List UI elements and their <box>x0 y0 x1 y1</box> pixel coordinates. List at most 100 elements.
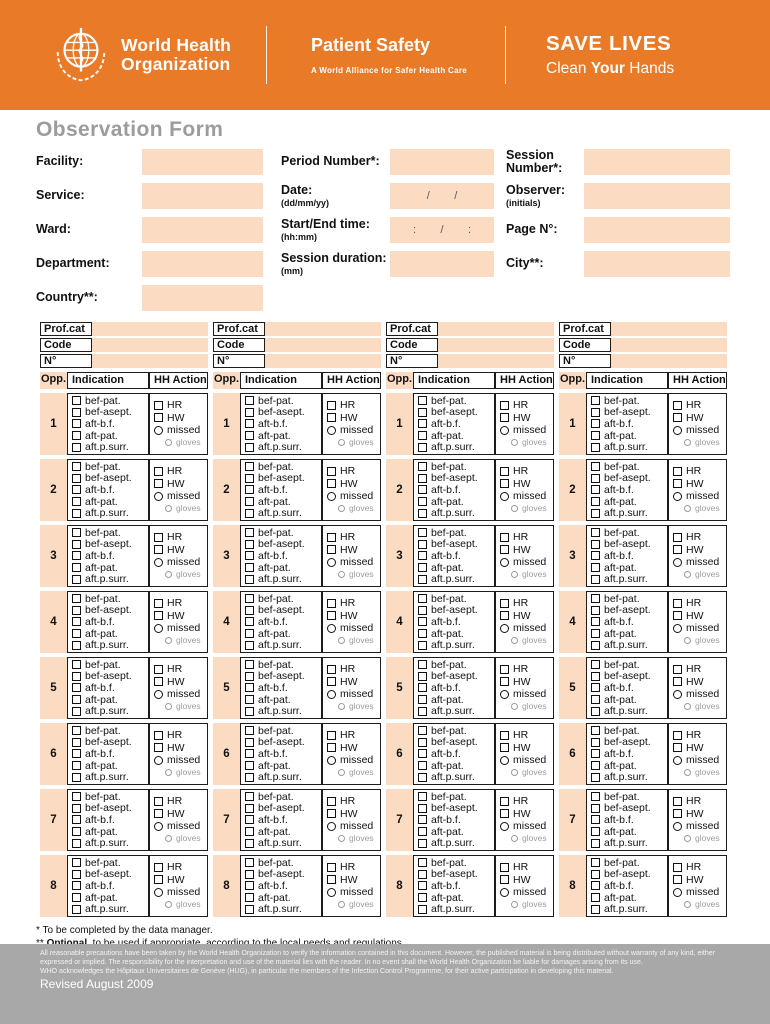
prof-cat-input[interactable] <box>265 322 381 336</box>
checkbox-aft-bf[interactable] <box>591 551 600 561</box>
checkbox-bef-asept[interactable] <box>245 737 254 747</box>
checkbox-hw[interactable] <box>154 875 163 885</box>
radio-missed[interactable] <box>500 887 509 897</box>
radio-gloves[interactable] <box>165 438 172 446</box>
checkbox-bef-asept[interactable] <box>72 605 81 615</box>
checkbox-aft-bf[interactable] <box>245 617 254 627</box>
checkbox-bef-pat[interactable] <box>245 462 254 472</box>
checkbox-hr[interactable] <box>673 796 682 806</box>
checkbox-aft-p-surr[interactable] <box>245 772 254 782</box>
checkbox-bef-pat[interactable] <box>72 462 81 472</box>
checkbox-aft-pat[interactable] <box>591 893 600 903</box>
radio-gloves[interactable] <box>338 834 345 842</box>
radio-missed[interactable] <box>673 887 682 897</box>
radio-missed[interactable] <box>327 425 336 435</box>
checkbox-aft-bf[interactable] <box>245 419 254 429</box>
checkbox-aft-pat[interactable] <box>418 563 427 573</box>
checkbox-bef-asept[interactable] <box>72 473 81 483</box>
checkbox-hw[interactable] <box>673 743 682 753</box>
radio-gloves[interactable] <box>684 438 691 446</box>
checkbox-hr[interactable] <box>500 598 509 608</box>
checkbox-aft-bf[interactable] <box>72 551 81 561</box>
radio-gloves[interactable] <box>165 834 172 842</box>
checkbox-hr[interactable] <box>327 862 336 872</box>
radio-missed[interactable] <box>673 755 682 765</box>
checkbox-hw[interactable] <box>500 677 509 687</box>
checkbox-aft-bf[interactable] <box>245 485 254 495</box>
radio-gloves[interactable] <box>338 570 345 578</box>
checkbox-hw[interactable] <box>154 479 163 489</box>
checkbox-aft-p-surr[interactable] <box>591 904 600 914</box>
checkbox-aft-pat[interactable] <box>72 629 81 639</box>
radio-gloves[interactable] <box>165 636 172 644</box>
checkbox-aft-bf[interactable] <box>591 485 600 495</box>
checkbox-bef-asept[interactable] <box>591 803 600 813</box>
checkbox-bef-pat[interactable] <box>418 594 427 604</box>
radio-missed[interactable] <box>154 491 163 501</box>
radio-missed[interactable] <box>500 755 509 765</box>
checkbox-aft-p-surr[interactable] <box>72 904 81 914</box>
checkbox-bef-pat[interactable] <box>418 858 427 868</box>
checkbox-aft-p-surr[interactable] <box>418 574 427 584</box>
radio-missed[interactable] <box>154 689 163 699</box>
checkbox-bef-pat[interactable] <box>591 594 600 604</box>
radio-gloves[interactable] <box>684 834 691 842</box>
checkbox-aft-bf[interactable] <box>418 551 427 561</box>
checkbox-hw[interactable] <box>327 611 336 621</box>
radio-gloves[interactable] <box>338 768 345 776</box>
checkbox-hr[interactable] <box>500 862 509 872</box>
checkbox-bef-asept[interactable] <box>591 671 600 681</box>
checkbox-hw[interactable] <box>154 413 163 423</box>
checkbox-aft-bf[interactable] <box>245 815 254 825</box>
checkbox-aft-pat[interactable] <box>418 431 427 441</box>
checkbox-aft-pat[interactable] <box>72 431 81 441</box>
checkbox-aft-pat[interactable] <box>72 761 81 771</box>
code-input[interactable] <box>611 338 727 352</box>
checkbox-bef-pat[interactable] <box>245 594 254 604</box>
checkbox-aft-bf[interactable] <box>418 617 427 627</box>
checkbox-bef-asept[interactable] <box>245 539 254 549</box>
radio-missed[interactable] <box>154 821 163 831</box>
code-input[interactable] <box>265 338 381 352</box>
radio-missed[interactable] <box>673 821 682 831</box>
checkbox-aft-p-surr[interactable] <box>418 508 427 518</box>
radio-gloves[interactable] <box>511 768 518 776</box>
checkbox-aft-pat[interactable] <box>591 629 600 639</box>
prof-cat-input[interactable] <box>611 322 727 336</box>
checkbox-bef-asept[interactable] <box>72 539 81 549</box>
checkbox-aft-pat[interactable] <box>245 761 254 771</box>
checkbox-aft-p-surr[interactable] <box>418 442 427 452</box>
checkbox-hw[interactable] <box>327 743 336 753</box>
checkbox-aft-pat[interactable] <box>591 761 600 771</box>
checkbox-hw[interactable] <box>154 677 163 687</box>
checkbox-hw[interactable] <box>673 545 682 555</box>
radio-gloves[interactable] <box>165 900 172 908</box>
checkbox-hw[interactable] <box>327 809 336 819</box>
page-no-input[interactable] <box>584 217 730 243</box>
checkbox-aft-bf[interactable] <box>72 485 81 495</box>
checkbox-aft-p-surr[interactable] <box>591 508 600 518</box>
checkbox-bef-asept[interactable] <box>245 803 254 813</box>
checkbox-bef-asept[interactable] <box>418 869 427 879</box>
checkbox-hw[interactable] <box>327 545 336 555</box>
checkbox-hr[interactable] <box>327 664 336 674</box>
checkbox-bef-asept[interactable] <box>72 869 81 879</box>
checkbox-bef-asept[interactable] <box>245 473 254 483</box>
checkbox-aft-p-surr[interactable] <box>72 706 81 716</box>
radio-gloves[interactable] <box>511 702 518 710</box>
code-input[interactable] <box>92 338 208 352</box>
checkbox-aft-p-surr[interactable] <box>591 574 600 584</box>
checkbox-bef-pat[interactable] <box>418 660 427 670</box>
checkbox-aft-bf[interactable] <box>72 683 81 693</box>
radio-gloves[interactable] <box>684 570 691 578</box>
checkbox-aft-p-surr[interactable] <box>245 640 254 650</box>
checkbox-bef-asept[interactable] <box>418 803 427 813</box>
radio-missed[interactable] <box>327 623 336 633</box>
checkbox-bef-asept[interactable] <box>591 539 600 549</box>
checkbox-aft-p-surr[interactable] <box>72 574 81 584</box>
checkbox-bef-pat[interactable] <box>72 396 81 406</box>
checkbox-hr[interactable] <box>154 598 163 608</box>
checkbox-bef-asept[interactable] <box>418 737 427 747</box>
radio-missed[interactable] <box>500 425 509 435</box>
checkbox-aft-pat[interactable] <box>245 431 254 441</box>
